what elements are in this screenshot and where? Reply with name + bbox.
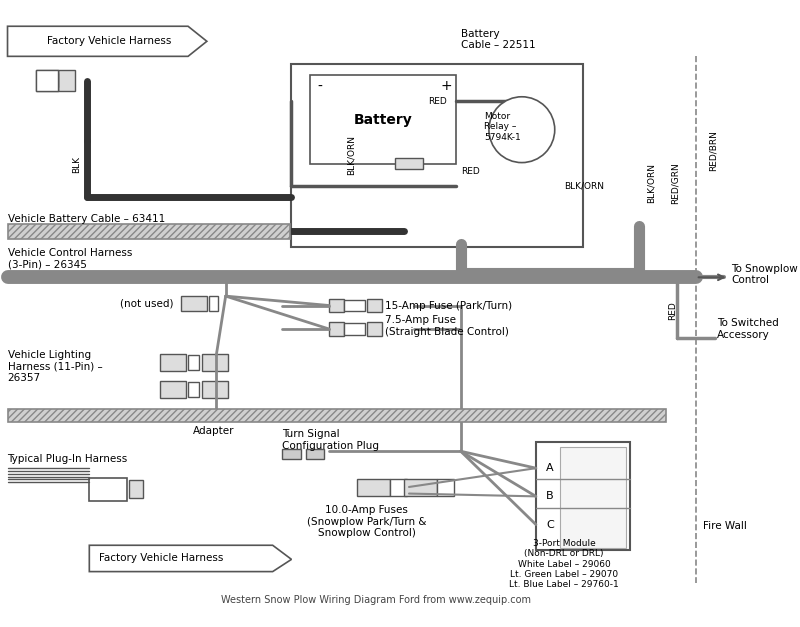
Text: (not used): (not used): [121, 298, 174, 308]
Bar: [329, 299, 344, 312]
Text: RED: RED: [461, 167, 479, 176]
Text: Vehicle Battery Cable – 63411: Vehicle Battery Cable – 63411: [7, 214, 165, 224]
Text: 3-Port Module
(Non-DRL or DRL)
White Label – 29060
Lt. Green Label – 29070
Lt. B: 3-Port Module (Non-DRL or DRL) White Lab…: [510, 539, 619, 589]
Text: Typical Plug-In Harness: Typical Plug-In Harness: [7, 454, 128, 464]
Bar: [181, 296, 207, 311]
Text: Western Snow Plow Wiring Diagram Ford from www.zequip.com: Western Snow Plow Wiring Diagram Ford fr…: [221, 595, 531, 605]
Text: BLK/ORN: BLK/ORN: [647, 163, 656, 203]
Text: 15-Amp Fuse (Park/Turn): 15-Amp Fuse (Park/Turn): [386, 300, 513, 310]
Text: 7.5-Amp Fuse
(Straight Blade Control): 7.5-Amp Fuse (Straight Blade Control): [386, 315, 510, 337]
Text: Battery: Battery: [354, 113, 412, 127]
Bar: [282, 450, 301, 459]
Bar: [58, 70, 75, 91]
Text: Adapter: Adapter: [193, 426, 234, 436]
Polygon shape: [90, 545, 291, 572]
Text: C: C: [546, 520, 554, 530]
Bar: [90, 478, 127, 501]
Text: 10.0-Amp Fuses
(Snowplow Park/Turn &
Snowplow Control): 10.0-Amp Fuses (Snowplow Park/Turn & Sno…: [307, 505, 426, 539]
Text: To Snowplow
Control: To Snowplow Control: [731, 264, 798, 285]
Bar: [329, 322, 344, 335]
Text: RED/GRN: RED/GRN: [670, 162, 679, 204]
Text: BLK/ORN: BLK/ORN: [346, 135, 355, 175]
Bar: [291, 64, 583, 247]
Text: BLK: BLK: [73, 156, 82, 173]
Bar: [310, 75, 456, 164]
Bar: [358, 480, 390, 497]
Bar: [7, 409, 666, 422]
Polygon shape: [7, 26, 207, 56]
Text: Turn Signal
Configuration Plug: Turn Signal Configuration Plug: [282, 429, 379, 451]
Bar: [390, 480, 407, 497]
Bar: [366, 299, 382, 312]
Bar: [209, 296, 218, 311]
Bar: [404, 480, 438, 497]
Text: Motor
Relay –
5794K-1: Motor Relay – 5794K-1: [484, 112, 521, 142]
Bar: [36, 70, 58, 91]
Text: RED/BRN: RED/BRN: [708, 130, 718, 171]
Bar: [129, 480, 143, 498]
Bar: [202, 354, 229, 371]
Text: To Switched
Accessory: To Switched Accessory: [718, 319, 779, 340]
Bar: [202, 381, 229, 398]
Circle shape: [489, 97, 554, 162]
Text: -: -: [318, 80, 322, 93]
Text: RED: RED: [428, 97, 446, 106]
Text: B: B: [546, 492, 554, 502]
Bar: [395, 158, 423, 169]
Text: A: A: [546, 463, 554, 473]
Bar: [366, 322, 382, 335]
Bar: [36, 70, 58, 91]
Text: Battery
Cable – 22511: Battery Cable – 22511: [461, 29, 535, 50]
Bar: [344, 324, 365, 335]
Text: Vehicle Control Harness
(3-Pin) – 26345: Vehicle Control Harness (3-Pin) – 26345: [7, 248, 132, 269]
Text: Fire Wall: Fire Wall: [703, 522, 747, 532]
Bar: [306, 450, 324, 459]
Text: RED: RED: [668, 301, 677, 320]
Bar: [438, 480, 454, 497]
Bar: [188, 356, 199, 371]
Text: +: +: [441, 80, 453, 93]
Text: Factory Vehicle Harness: Factory Vehicle Harness: [98, 554, 223, 564]
Bar: [160, 381, 186, 398]
Bar: [188, 382, 199, 397]
Bar: [160, 354, 186, 371]
Bar: [560, 446, 626, 548]
Text: BLK/ORN: BLK/ORN: [564, 182, 604, 191]
Bar: [7, 224, 290, 239]
Text: Factory Vehicle Harness: Factory Vehicle Harness: [47, 36, 171, 46]
Text: Vehicle Lighting
Harness (11-Pin) –
26357: Vehicle Lighting Harness (11-Pin) – 2635…: [7, 350, 102, 383]
Bar: [536, 442, 630, 550]
Bar: [344, 300, 365, 311]
